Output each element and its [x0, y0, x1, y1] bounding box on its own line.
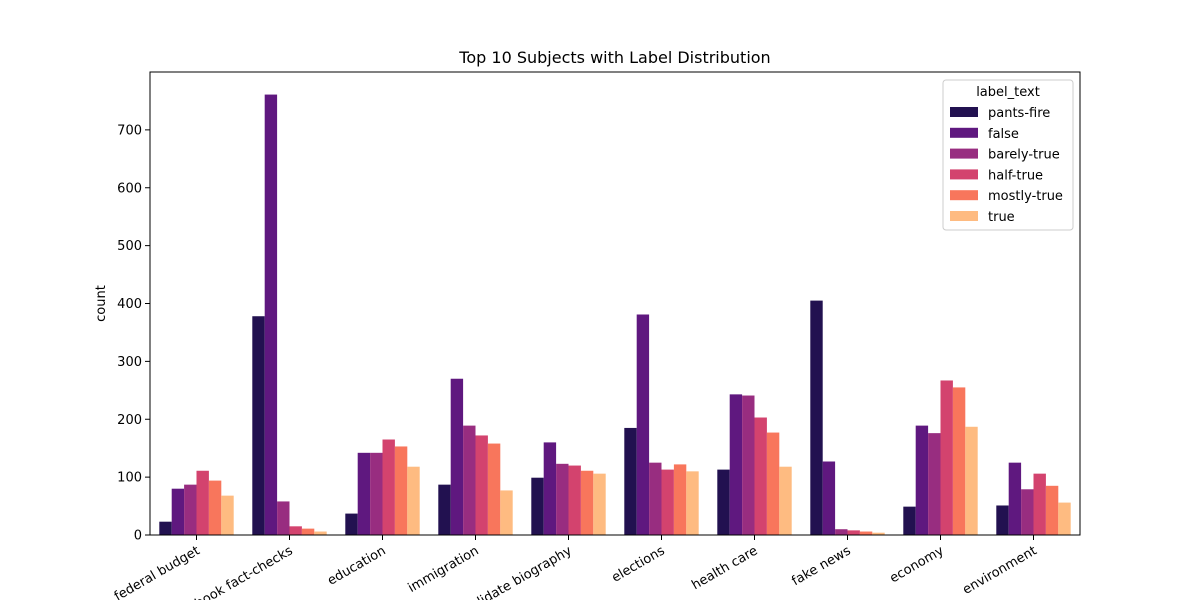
bar-mostly-true-2	[394, 446, 408, 535]
y-tick-label: 0	[134, 529, 142, 544]
bar-false-2	[357, 452, 371, 535]
legend-swatch-false	[950, 127, 978, 138]
bar-pants-fire-7	[810, 300, 823, 535]
y-tick-label: 700	[117, 123, 142, 138]
bar-false-3	[450, 378, 464, 535]
bar-barely-true-2	[370, 452, 383, 535]
x-tick-label: immigration	[406, 543, 482, 595]
legend-swatch-half-true	[950, 169, 978, 180]
bar-half-true-0	[196, 470, 209, 535]
bar-mostly-true-1	[301, 528, 315, 535]
legend-label-mostly-true: mostly-true	[988, 189, 1063, 204]
bar-mostly-true-3	[487, 443, 501, 535]
y-axis: 0 100 200 300 400 500 600 700	[117, 123, 150, 544]
bar-mostly-true-8	[952, 387, 966, 535]
y-tick-label: 500	[117, 239, 142, 254]
bar-true-6	[779, 466, 792, 535]
bar-true-4	[593, 473, 606, 535]
y-axis-label: count	[94, 285, 109, 322]
bar-true-7	[872, 532, 885, 535]
bar-mostly-true-9	[1045, 485, 1059, 535]
legend-label-false: false	[988, 127, 1019, 142]
bar-pants-fire-4	[531, 477, 544, 535]
bar-pants-fire-9	[996, 505, 1009, 535]
bar-barely-true-1	[277, 501, 290, 535]
y-tick-label: 100	[117, 471, 142, 486]
x-tick-label: environment	[960, 543, 1039, 597]
bar-false-1	[264, 94, 278, 535]
bar-false-8	[915, 425, 929, 535]
bar-barely-true-3	[463, 425, 476, 535]
bar-half-true-2	[382, 439, 395, 535]
x-tick-label: education	[325, 543, 388, 588]
bar-half-true-7	[847, 530, 860, 535]
bar-true-9	[1058, 502, 1071, 535]
bar-pants-fire-0	[159, 521, 172, 535]
bar-pants-fire-5	[624, 427, 637, 535]
legend-label-half-true: half-true	[988, 168, 1043, 183]
bar-false-0	[171, 488, 185, 535]
x-tick-label: economy	[887, 543, 946, 586]
bar-true-3	[500, 490, 513, 535]
bar-pants-fire-8	[903, 506, 916, 535]
x-tick-label: fake news	[789, 543, 853, 589]
bar-true-0	[221, 495, 234, 535]
legend-swatch-true	[950, 211, 978, 221]
bar-false-7	[822, 461, 836, 535]
bar-false-9	[1008, 462, 1022, 535]
bar-half-true-8	[940, 380, 953, 535]
x-tick-label: elections	[609, 543, 667, 585]
bar-half-true-3	[475, 435, 488, 535]
legend-label-true: true	[988, 210, 1015, 225]
bar-half-true-4	[568, 465, 581, 535]
legend-swatch-mostly-true	[950, 190, 978, 201]
bar-mostly-true-7	[859, 531, 873, 535]
bar-barely-true-9	[1021, 489, 1034, 535]
bar-false-5	[636, 314, 650, 535]
bar-half-true-6	[754, 417, 767, 535]
bar-pants-fire-1	[252, 316, 265, 535]
legend-swatch-pants-fire	[950, 107, 978, 117]
bar-barely-true-4	[556, 463, 569, 535]
bar-barely-true-6	[742, 395, 755, 535]
bar-true-5	[686, 471, 699, 535]
legend-swatch-barely-true	[950, 148, 978, 159]
y-tick-label: 300	[117, 355, 142, 370]
legend-label-pants-fire: pants-fire	[988, 106, 1050, 121]
y-tick-label: 600	[117, 181, 142, 196]
legend-title: label_text	[976, 85, 1040, 100]
bar-mostly-true-0	[208, 480, 222, 535]
bar-half-true-5	[661, 469, 674, 535]
x-tick-label: federal budget	[112, 543, 203, 600]
bar-pants-fire-6	[717, 469, 730, 535]
bar-false-6	[729, 394, 743, 535]
bar-false-4	[543, 442, 557, 535]
bar-true-8	[965, 426, 978, 535]
y-tick-label: 400	[117, 297, 142, 312]
bar-pants-fire-2	[345, 513, 358, 535]
bar-half-true-9	[1033, 473, 1046, 535]
bar-true-2	[407, 466, 420, 535]
bar-pants-fire-3	[438, 484, 451, 535]
y-tick-label: 200	[117, 413, 142, 428]
chart-title: Top 10 Subjects with Label Distribution	[458, 48, 770, 67]
bar-barely-true-8	[928, 433, 941, 535]
x-tick-label: health care	[689, 543, 760, 593]
bar-barely-true-5	[649, 462, 662, 535]
bar-barely-true-0	[184, 484, 197, 535]
bar-mostly-true-5	[673, 464, 687, 535]
legend: label_text pants-fire false barely-true half…	[942, 79, 1074, 231]
bar-mostly-true-6	[766, 432, 780, 535]
bars	[159, 94, 1071, 535]
bar-true-1	[314, 531, 327, 535]
bar-half-true-1	[289, 526, 302, 535]
bar-barely-true-7	[835, 529, 848, 535]
bar-mostly-true-4	[580, 470, 594, 535]
legend-label-barely-true: barely-true	[988, 148, 1060, 163]
